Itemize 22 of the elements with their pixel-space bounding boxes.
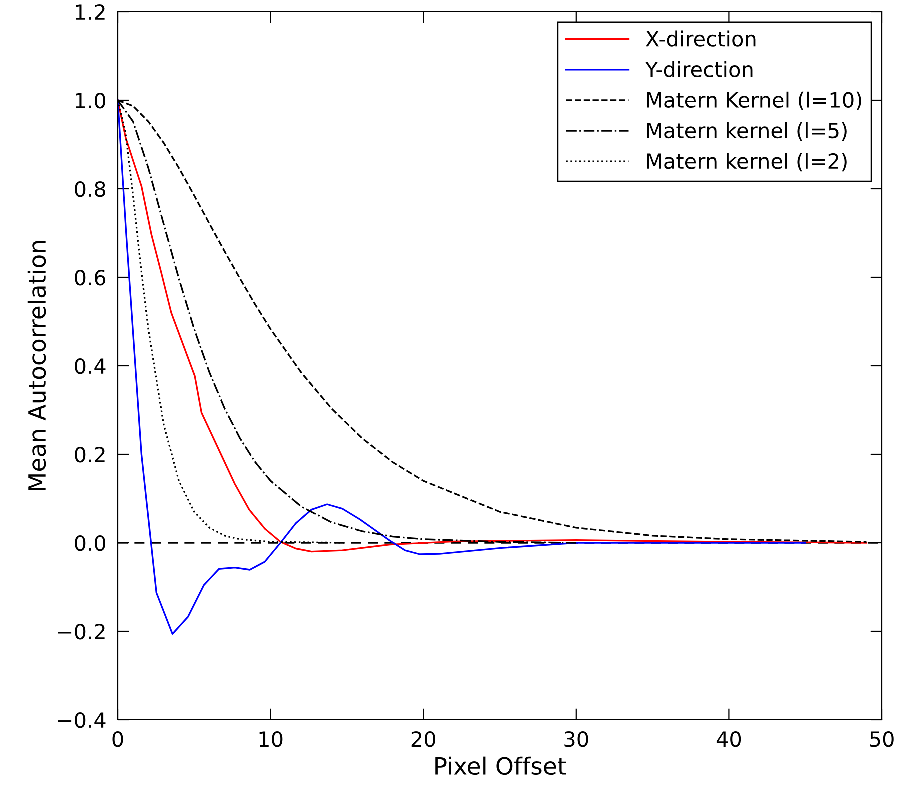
- y-tick-label: 0.8: [75, 181, 106, 198]
- x-tick-label: 30: [564, 731, 588, 748]
- y-tick-label: 1.0: [76, 92, 106, 109]
- y-tick-label: 0.4: [75, 358, 106, 374]
- y-tick-label: 0.0: [75, 535, 106, 552]
- y-tick-label: −0.2: [58, 624, 105, 640]
- y-tick-label: 0.2: [75, 446, 105, 463]
- legend-label: Matern kernel (l=5): [647, 122, 847, 142]
- y-axis-title: Mean Autocorrelation: [28, 241, 46, 490]
- x-tick-label: 10: [260, 731, 283, 748]
- legend-label: Y-direction: [645, 61, 753, 78]
- y-tick-label: −0.4: [58, 712, 106, 728]
- y-tick-label: 1.2: [76, 4, 105, 20]
- x-axis-title: Pixel Offset: [436, 756, 566, 776]
- x-tick-label: 20: [412, 731, 436, 748]
- x-tick-label: 0: [112, 731, 124, 748]
- legend-label: X-direction: [646, 30, 756, 47]
- legend-label: Matern kernel (l=2): [647, 153, 847, 172]
- x-tick-label: 40: [716, 731, 742, 748]
- x-tick-label: 50: [870, 731, 894, 748]
- y-tick-label: 0.6: [75, 270, 106, 286]
- legend-label: Matern Kernel (l=10): [647, 92, 862, 110]
